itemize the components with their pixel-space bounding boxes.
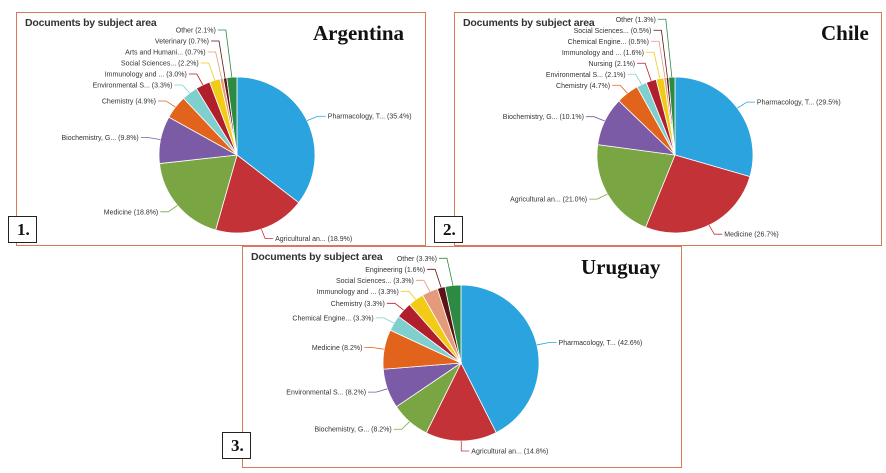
leader-line <box>306 115 326 121</box>
pie-chart-chile: Pharmacology, T... (29.5%) Medicine (26.7… <box>503 17 841 239</box>
pie-slice-pharmacology-t <box>674 76 754 178</box>
chart-title: Documents by subject area <box>463 17 595 29</box>
pie-slice-pharmacology-t <box>460 284 540 434</box>
leader-line <box>364 347 385 350</box>
leader-line <box>653 29 668 78</box>
leader-line <box>438 257 454 286</box>
leader-line <box>217 29 233 78</box>
leader-line <box>589 193 608 200</box>
slice-label: Agricultural an... (18.9%) <box>275 236 352 243</box>
slice-label: Biochemistry, G... (9.8%) <box>61 135 138 142</box>
slice-label: Agricultural an... (21.0%) <box>510 197 587 204</box>
slice-label: Environmental S... (2.1%) <box>546 72 626 79</box>
leader-line <box>174 84 190 94</box>
leader-line <box>612 84 628 94</box>
leader-line <box>460 440 470 452</box>
pie-chart-argentina: Pharmacology, T... (35.4%) Agricultural a… <box>61 28 412 244</box>
leader-line <box>650 40 666 78</box>
slice-label: Nursing (2.1%) <box>588 61 635 68</box>
pie-slice-other <box>444 284 462 364</box>
slice-label: Chemistry (4.7%) <box>556 83 610 90</box>
leader-line <box>200 62 216 81</box>
leader-line <box>160 205 178 213</box>
leader-line <box>737 101 755 109</box>
slice-label: Other (3.3%) <box>397 256 437 263</box>
slice-label: Other (1.3%) <box>616 17 656 24</box>
slice-label: Social Sciences... (3.3%) <box>336 278 414 285</box>
slice-label: Other (2.1%) <box>176 28 216 35</box>
slice-label: Immunology and ... (3.3%) <box>317 289 399 296</box>
leader-line <box>637 62 652 81</box>
slice-label: Chemical Engine... (3.3%) <box>292 315 373 322</box>
leader-line <box>140 137 161 141</box>
pie-slice-pharmacology-t <box>236 76 316 204</box>
slice-label: Biochemistry, G... (8.2%) <box>314 427 391 434</box>
leader-line <box>708 224 723 235</box>
chart-title: Documents by subject area <box>25 17 157 29</box>
slice-label: Pharmacology, T... (35.4%) <box>328 114 412 121</box>
slice-label: Medicine (18.8%) <box>104 209 158 216</box>
slice-label: Chemical Engine... (0.5%) <box>568 39 649 46</box>
slice-label: Chemistry (4.9%) <box>102 98 156 105</box>
slice-label: Medicine (26.7%) <box>724 232 778 239</box>
slice-label: Agricultural an... (14.8%) <box>471 448 548 455</box>
leader-line <box>211 40 226 78</box>
slice-label: Pharmacology, T... (42.6%) <box>559 340 643 347</box>
chart-panel-argentina: Documents by subject area Argentina Phar… <box>16 12 426 246</box>
slice-label: Pharmacology, T... (29.5%) <box>757 100 841 107</box>
leader-line <box>207 51 223 79</box>
leader-line <box>261 228 274 239</box>
slice-label: Social Sciences... (0.5%) <box>574 28 652 35</box>
pie-slice-medicine <box>645 154 751 234</box>
slice-label: Immunology and ... (1.6%) <box>562 50 644 57</box>
slice-label: Immunology and ... (3.0%) <box>105 72 187 79</box>
leader-line <box>645 51 661 79</box>
slice-label: Environmental S... (3.3%) <box>93 83 173 90</box>
slice-label: Chemistry (3.3%) <box>331 301 385 308</box>
leader-line <box>427 268 442 288</box>
leader-line <box>585 116 605 122</box>
slice-label: Biochemistry, G... (10.1%) <box>503 114 584 121</box>
pie-slice-agricultural-an <box>215 154 300 234</box>
pie-chart-uruguay: Pharmacology, T... (42.6%) Agricultural a… <box>286 256 643 456</box>
chart-panel-uruguay: Documents by subject area Uruguay Pharma… <box>242 246 682 468</box>
slice-label: Medicine (8.2%) <box>312 345 363 352</box>
leader-line <box>393 421 410 430</box>
country-label: Argentina <box>313 21 404 45</box>
slice-label: Engineering (1.6%) <box>365 267 425 274</box>
leader-line <box>415 279 431 292</box>
country-label: Uruguay <box>581 255 661 279</box>
slice-label: Social Sciences... (2.2%) <box>121 61 199 68</box>
slice-label: Environmental S... (8.2%) <box>286 390 366 397</box>
panel-number-badge: 1. <box>8 216 37 243</box>
leader-line <box>386 302 404 311</box>
slice-label: Arts and Humani... (0.7%) <box>125 50 206 57</box>
panel-number-badge: 2. <box>434 216 463 243</box>
leader-line <box>627 73 642 85</box>
leader-line <box>536 342 557 346</box>
leader-line <box>368 388 388 393</box>
panel-number-badge: 3. <box>222 432 251 459</box>
country-label: Chile <box>821 21 869 45</box>
chart-panel-chile: Documents by subject area Chile Pharmaco… <box>454 12 882 246</box>
chart-title: Documents by subject area <box>251 251 383 263</box>
pie-slice-other <box>668 76 676 156</box>
pie-slice-medicine <box>159 154 238 231</box>
leader-line <box>375 317 395 324</box>
leader-line <box>400 290 417 300</box>
leader-line <box>657 18 673 78</box>
leader-line <box>188 73 204 86</box>
slice-label: Veterinary (0.7%) <box>155 39 209 46</box>
leader-line <box>157 100 176 108</box>
